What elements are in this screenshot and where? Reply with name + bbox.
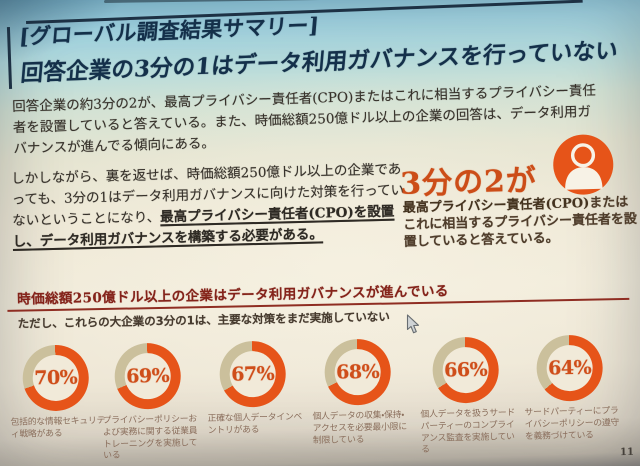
donut-percentage: 67% [231,363,275,386]
donut-ring: 66% [432,336,500,405]
donut-label: 個人データの収集・保持・アクセスを必要最小限に制限している [312,410,407,446]
donut-label: 個人データを扱うサードパーティーのコンプライアンス監査を実施している [420,408,516,456]
donut-chart: 64% サードパーティーにプライバシーポリシーの遵守を義務づけている [518,334,622,443]
page-number: 11 [619,446,635,459]
donut-hole: 66% [442,347,490,394]
slide-title: [グローバル調査結果サマリー] 回答企業の3分の1はデータ利用ガバナンスを行って… [17,0,629,88]
donut-hole: 69% [124,353,172,401]
donut-ring: 67% [219,340,287,409]
donut-label: 包括的な情報セキュリティ戦略がある [10,416,106,440]
donut-hole: 68% [334,349,382,396]
donut-label: プライバシーポリシーおよび実務に関する従業員トレーニングを実施している [102,414,198,462]
callout-description: 最高プライバシー責任者(CPO)またはこれに相当するプライバシー責任者を設置して… [403,194,640,252]
paragraph-overview: 回答企業の約3分の2が、最高プライバシー責任者(CPO)またはこれに相当するプラ… [12,82,597,158]
donut-hole: 70% [32,354,80,402]
person-icon [553,134,614,195]
donut-chart: 67% 正確な個人データインベントリがある [201,340,305,438]
donut-label: サードパーティーにプライバシーポリシーの遵守を義務づけている [524,406,620,442]
title-frame-rule-left [6,26,12,90]
donut-chart: 68% 個人データの収集・保持・アクセスを必要最小限に制限している [306,338,410,448]
chart-section: 時価総額250億ドル以上の企業はデータ利用ガバナンスが進んでいる ただし、これら… [0,276,640,466]
two-thirds-callout: 3分の2が 最高プライバシー責任者(CPO)またはこれに相当するプライバシー責任… [397,132,640,250]
donut-hole: 67% [229,351,277,398]
donut-chart: 70% 包括的な情報セキュリティ戦略がある [4,344,108,441]
paragraph-conclusion: しかしながら、裏を返せば、時価総額250億ドル以上の企業であっても、3分の1はデ… [11,159,410,253]
donut-percentage: 68% [335,361,380,384]
two-thirds-stat: 3分の2が [399,163,538,202]
donut-ring: 64% [536,334,604,403]
donut-percentage: 64% [547,357,592,380]
donut-chart: 69% プライバシーポリシーおよび実務に関する従業員トレーニングを実施している [96,342,200,463]
donut-percentage: 69% [126,365,170,388]
donut-ring: 70% [22,344,90,412]
donut-chart: 66% 個人データを扱うサードパーティーのコンプライアンス監査を実施している [414,336,518,456]
donut-ring: 69% [114,342,182,411]
donut-hole: 64% [546,345,594,392]
donut-chart-row: 70% 包括的な情報セキュリティ戦略がある 69% プライバシーポリシーおよび実務に関… [1,334,640,466]
donut-percentage: 70% [34,366,78,390]
mouse-cursor [406,314,420,334]
donut-ring: 68% [324,338,392,407]
donut-label: 正確な個人データインベントリがある [207,412,303,437]
donut-percentage: 66% [443,359,488,382]
